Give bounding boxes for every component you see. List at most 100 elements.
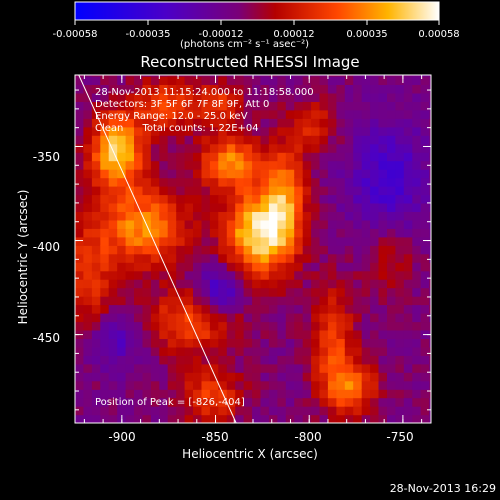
heatmap-cell <box>327 363 337 373</box>
heatmap-cell <box>412 346 422 356</box>
heatmap-cell <box>252 152 262 162</box>
heatmap-cell <box>319 397 329 407</box>
heatmap-cell <box>302 338 312 348</box>
heatmap-cell <box>429 245 431 255</box>
heatmap-cell <box>176 253 186 263</box>
colorbar-tick-label: 0.00035 <box>346 29 388 40</box>
heatmap-cell <box>361 338 371 348</box>
heatmap-cell <box>91 279 101 289</box>
heatmap-cell <box>142 101 152 111</box>
heatmap-cell <box>218 75 228 85</box>
heatmap-cell <box>429 152 431 162</box>
heatmap-cell <box>302 313 312 323</box>
heatmap-cell <box>319 75 329 85</box>
heatmap-cell <box>100 219 110 229</box>
heatmap-cell <box>167 75 177 77</box>
heatmap-cell <box>277 253 287 263</box>
heatmap-cell <box>108 372 118 382</box>
heatmap-cell <box>91 228 101 238</box>
heatmap-cell <box>134 219 143 229</box>
heatmap-cell <box>268 414 278 423</box>
heatmap-cell <box>361 270 371 280</box>
heatmap-cell <box>159 202 169 212</box>
heatmap-cell <box>403 414 413 423</box>
heatmap-cell <box>277 287 287 297</box>
heatmap-cell <box>159 177 169 187</box>
heatmap-cell <box>218 202 228 212</box>
heatmap-cell <box>159 228 169 238</box>
heatmap-cell <box>403 287 413 297</box>
heatmap-cell <box>226 194 236 204</box>
heatmap-cell <box>184 296 194 306</box>
heatmap-cell <box>100 414 110 423</box>
heatmap-cell <box>353 228 363 238</box>
heatmap-cell <box>117 160 127 170</box>
heatmap-cell <box>412 160 422 170</box>
heatmap-cell <box>412 169 422 179</box>
heatmap-cell <box>387 228 396 238</box>
heatmap-cell <box>285 169 295 179</box>
heatmap-cell <box>243 253 253 263</box>
heatmap-cell <box>218 143 228 153</box>
heatmap-cell <box>226 380 236 390</box>
heatmap-cell <box>327 253 337 263</box>
heatmap-cell <box>209 84 219 94</box>
heatmap-cell <box>117 287 127 297</box>
heatmap-cell <box>134 194 143 204</box>
heatmap-cell <box>378 152 388 162</box>
heatmap-cell <box>201 270 211 280</box>
heatmap-cell <box>159 160 169 170</box>
heatmap-cell <box>159 262 169 272</box>
heatmap-cell <box>243 109 253 119</box>
heatmap-cell <box>268 152 278 162</box>
heatmap-cell <box>311 152 321 162</box>
heatmap-cell <box>176 406 186 416</box>
heatmap-cell <box>302 304 312 314</box>
heatmap-cell <box>268 228 278 238</box>
heatmap-cell <box>134 228 143 238</box>
heatmap-cell <box>176 152 186 162</box>
heatmap-cell <box>235 253 245 263</box>
heatmap-cell <box>260 194 270 204</box>
heatmap-cell <box>370 135 380 145</box>
heatmap-cell <box>117 126 127 136</box>
heatmap-cell <box>370 270 380 280</box>
heatmap-cell <box>134 186 143 196</box>
heatmap-cell <box>83 270 93 280</box>
heatmap-cell <box>226 236 236 246</box>
heatmap-cell <box>327 262 337 272</box>
heatmap-cell <box>361 126 371 136</box>
heatmap-cell <box>150 329 160 339</box>
heatmap-cell <box>184 186 194 196</box>
heatmap-cell <box>218 321 228 331</box>
heatmap-cell <box>319 236 329 246</box>
heatmap-cell <box>184 279 194 289</box>
heatmap-cell <box>142 126 152 136</box>
heatmap-cell <box>361 389 371 399</box>
heatmap-cell <box>403 355 413 365</box>
heatmap-cell <box>201 109 211 119</box>
heatmap-cell <box>429 338 431 348</box>
heatmap-cell <box>327 329 337 339</box>
heatmap-cell <box>336 287 346 297</box>
heatmap-cell <box>125 406 135 416</box>
heatmap-cell <box>395 262 405 272</box>
heatmap-cell <box>403 270 413 280</box>
heatmap-cell <box>285 338 295 348</box>
heatmap-cell <box>209 135 219 145</box>
heatmap-cell <box>260 380 270 390</box>
heatmap-cell <box>125 160 135 170</box>
heatmap-cell <box>361 253 371 263</box>
heatmap-cell <box>311 194 321 204</box>
heatmap-cell <box>184 228 194 238</box>
heatmap-cell <box>336 135 346 145</box>
heatmap-cell <box>83 279 93 289</box>
heatmap-cell <box>209 126 219 136</box>
heatmap-cell <box>353 109 363 119</box>
heatmap-cell <box>167 177 177 187</box>
heatmap-cell <box>429 169 431 179</box>
heatmap-cell <box>150 414 160 423</box>
heatmap-cell <box>83 219 93 229</box>
heatmap-cell <box>193 143 202 153</box>
heatmap-cell <box>125 346 135 356</box>
